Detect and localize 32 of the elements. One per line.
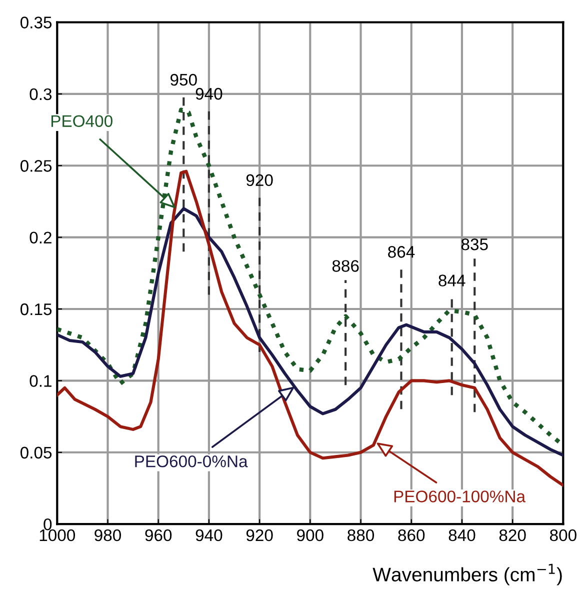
y-tick-label: 0.05 <box>20 446 52 459</box>
y-tick-label: 0.25 <box>20 160 52 172</box>
y-tick-label: 0.35 <box>20 16 52 28</box>
ref-line-label: 844 <box>438 274 466 286</box>
x-tick-label: 1000 <box>40 529 76 542</box>
y-tick-label: 0.15 <box>20 303 52 316</box>
ref-line-label: 864 <box>388 246 415 258</box>
x-tick-label: 880 <box>348 529 374 542</box>
x-tick-label: 980 <box>94 529 121 542</box>
ref-line-label: 886 <box>332 260 359 272</box>
annotation: PEO400 <box>51 115 112 127</box>
line-series <box>57 170 564 487</box>
ref-line-label: 835 <box>461 238 488 250</box>
x-tick-label: 840 <box>448 529 476 542</box>
ref-line-label: 940 <box>196 88 222 100</box>
annotation: PEO600-0%Na <box>135 455 248 468</box>
y-tick-label: 0.2 <box>30 232 52 244</box>
x-tick-label: 800 <box>550 529 576 542</box>
x-tick-label: 860 <box>398 529 425 542</box>
y-tick-label: 0 <box>44 518 52 530</box>
line-series <box>57 207 564 457</box>
ref-line-label: 920 <box>246 174 273 186</box>
x-axis-title: Wavenumbers (cm$^{−1}$) <box>372 564 562 586</box>
x-tick-label: 960 <box>145 529 172 542</box>
ref-line-label: 950 <box>170 74 197 86</box>
y-tick-label: 0.1 <box>30 375 52 387</box>
annotation: PEO600-100%Na <box>394 490 526 502</box>
x-tick-label: 900 <box>297 529 324 542</box>
y-tick-label: 0.3 <box>30 88 52 100</box>
x-tick-label: 940 <box>196 529 222 542</box>
x-tick-label: 820 <box>499 529 526 542</box>
x-tick-label: 920 <box>246 529 273 542</box>
